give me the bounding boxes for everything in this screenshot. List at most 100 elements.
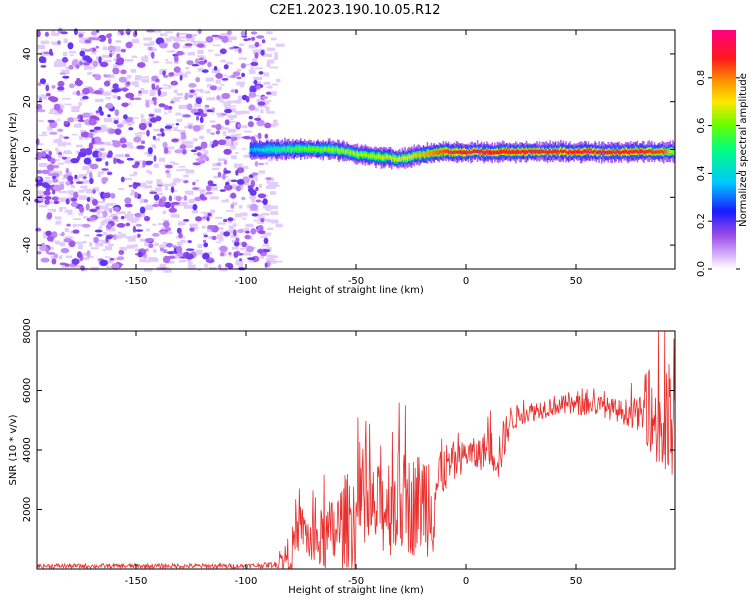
noise-blob (211, 107, 215, 111)
noise-blob (92, 198, 98, 206)
noise-cell (71, 106, 80, 110)
noise-blob (189, 227, 195, 232)
noise-cell (254, 179, 259, 182)
noise-blob (89, 177, 94, 185)
noise-cell (80, 130, 87, 134)
noise-cell (75, 150, 81, 154)
noise-blob (192, 125, 201, 132)
noise-cell (128, 237, 136, 242)
noise-cell (144, 99, 152, 102)
y-tick-label: 4000 (22, 437, 33, 462)
noise-cell (226, 61, 233, 65)
noise-cell (47, 209, 57, 211)
noise-cell (205, 77, 214, 82)
noise-cell (68, 172, 72, 177)
noise-blob (258, 71, 264, 75)
noise-blob (132, 225, 136, 233)
noise-cell (114, 235, 123, 239)
noise-blob (163, 104, 169, 110)
noise-cell (119, 122, 125, 126)
noise-blob (74, 79, 83, 86)
noise-cell (76, 265, 83, 268)
signal-cell (561, 149, 563, 154)
signal-cell (491, 151, 493, 155)
noise-blob (159, 247, 164, 252)
noise-cell (105, 218, 113, 221)
noise-cell (217, 222, 226, 225)
noise-blob (217, 171, 222, 178)
noise-blob (118, 76, 128, 83)
noise-cell (81, 37, 91, 42)
signal-cell (558, 150, 561, 154)
noise-cell (163, 84, 168, 87)
noise-cell (84, 65, 92, 70)
noise-blob (51, 258, 57, 265)
noise-blob (61, 156, 68, 160)
noise-cell (57, 142, 67, 147)
noise-cell (167, 38, 172, 42)
noise-cell (152, 258, 159, 262)
noise-blob (99, 61, 109, 68)
noise-cell (209, 266, 217, 270)
noise-blob (195, 77, 201, 83)
noise-blob (234, 89, 239, 94)
noise-cell (77, 123, 82, 126)
noise-blob (195, 97, 202, 105)
noise-cell (212, 167, 220, 170)
noise-cell (218, 238, 224, 241)
noise-blob (147, 147, 153, 155)
noise-cell (251, 198, 255, 203)
noise-cell (143, 43, 153, 46)
noise-cell (269, 66, 279, 69)
spectrogram-x-ticks: -150 -100 -50 0 50 (125, 30, 582, 287)
noise-cell (234, 141, 238, 146)
noise-blob (66, 223, 71, 227)
noise-cell (78, 35, 82, 40)
noise-blob (192, 162, 201, 166)
noise-blob (116, 256, 125, 261)
noise-cell (64, 209, 73, 213)
noise-blob (220, 113, 227, 116)
noise-cell (230, 234, 238, 238)
signal-cell (362, 153, 364, 157)
noise-blob (247, 257, 256, 260)
x-tick-label: -50 (348, 576, 364, 587)
noise-blob (257, 132, 262, 140)
noise-cell (217, 99, 223, 101)
noise-blob (63, 120, 68, 125)
noise-cell (42, 131, 47, 135)
noise-blob (235, 185, 241, 192)
noise-blob (194, 146, 202, 150)
noise-cell (138, 93, 142, 96)
noise-blob (132, 30, 138, 38)
signal-cell (445, 149, 447, 153)
noise-blob (265, 177, 272, 181)
noise-cell (179, 129, 186, 133)
signal-cell (472, 149, 475, 154)
noise-cell (130, 219, 137, 223)
y-tick-label: 40 (22, 48, 33, 61)
noise-blob (94, 73, 102, 81)
signal-cell (455, 150, 458, 154)
noise-cell (197, 268, 201, 271)
noise-cell (110, 219, 119, 222)
noise-cell (107, 79, 112, 82)
signal-cell (351, 151, 353, 155)
noise-blob (257, 101, 266, 106)
noise-blob (219, 245, 228, 253)
noise-blob (59, 183, 65, 191)
noise-cell (39, 163, 48, 167)
noise-cell (64, 150, 71, 154)
x-tick-label: 0 (463, 576, 469, 587)
signal-cell (392, 155, 394, 160)
signal-cell (466, 150, 468, 155)
noise-cell (149, 189, 155, 193)
noise-blob (178, 232, 183, 239)
noise-cell (50, 41, 58, 45)
noise-cell (240, 248, 246, 250)
noise-blob (79, 50, 86, 57)
noise-cell (170, 214, 180, 218)
signal-cell (267, 146, 269, 151)
noise-cell (168, 108, 172, 113)
noise-cell (267, 47, 276, 51)
